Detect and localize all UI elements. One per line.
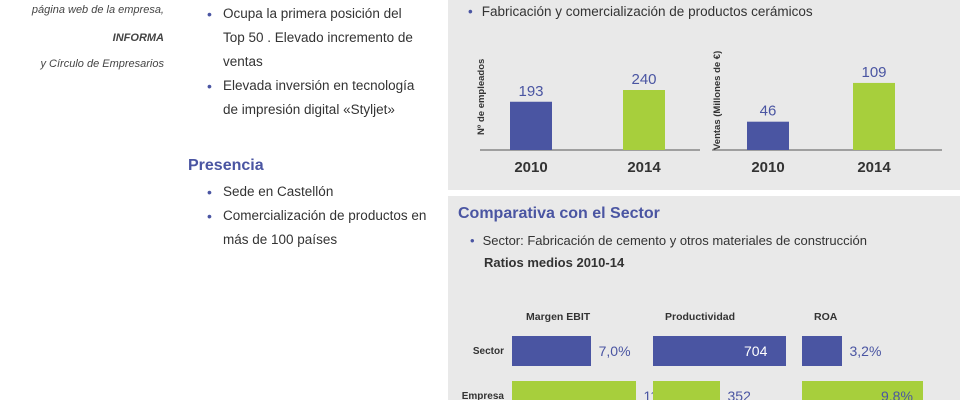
data-label: 46: [760, 103, 777, 120]
ratios-title: Ratios medios 2010-14: [484, 255, 625, 270]
row-label-sector: Sector: [472, 346, 504, 357]
ratio-chart-title: Productividad: [665, 311, 736, 323]
ratio-bar: [512, 381, 636, 400]
presencia-line: más de 100 países: [223, 232, 338, 247]
achievement-line: de impresión digital «Styljet»: [223, 102, 395, 117]
presencia-heading: Presencia: [188, 157, 264, 174]
ratio-chart-title: ROA: [814, 311, 838, 323]
tick-label: 2010: [514, 159, 547, 176]
source-line-1: página web de la empresa,: [31, 4, 164, 16]
data-label: 193: [518, 83, 543, 100]
source-line-2: INFORMA: [112, 32, 164, 44]
data-label: 109: [861, 64, 886, 81]
ratio-bar: [802, 381, 923, 400]
achievement-line: Top 50 . Elevado incremento de: [223, 30, 413, 45]
ratio-bar: [653, 381, 720, 400]
comparativa-panel: [448, 196, 960, 400]
source-line-3: y Círculo de Empresarios: [40, 58, 165, 70]
tick-label: 2010: [751, 159, 784, 176]
ratio-bar: [653, 336, 786, 366]
achievement-line: Ocupa la primera posición del: [223, 6, 402, 21]
tick-label: 2014: [627, 159, 661, 176]
presencia-line: Sede en Castellón: [223, 184, 334, 199]
tick-label: 2014: [857, 159, 891, 176]
bar: [510, 101, 552, 150]
activity-text: Fabricación y comercialización de produc…: [468, 4, 813, 19]
bar: [853, 82, 895, 150]
presencia-item: Sede en Castellón: [206, 180, 426, 204]
achievement-line: ventas: [223, 54, 263, 69]
bar: [623, 90, 665, 150]
ratio-value-label: 704: [744, 343, 768, 359]
bar: [747, 121, 789, 150]
ratio-bar: [802, 336, 842, 366]
achievements-list: Ocupa la primera posición del Top 50 . E…: [206, 2, 414, 122]
ratio-value-label: 9,8%: [881, 388, 913, 400]
axis-title: Nº de empleados: [476, 59, 487, 135]
comparativa-heading: Comparativa con el Sector: [458, 205, 660, 222]
sector-text: Sector: Fabricación de cemento y otros m…: [470, 233, 867, 248]
ratio-value-label: 3,2%: [849, 343, 882, 359]
ratio-chart-title: Margen EBIT: [526, 311, 591, 323]
presencia-line: Comercialización de productos en: [223, 208, 427, 223]
achievement-line: Elevada inversión en tecnología: [223, 78, 415, 93]
presencia-list: Sede en Castellón Comercialización de pr…: [206, 180, 426, 252]
employees-chart: Nº de empleados 193 2010 240 2014: [476, 59, 700, 176]
presencia-item: Comercialización de productos en más de …: [206, 204, 426, 252]
row-label-empresa: Empresa: [461, 391, 504, 400]
ratio-value-label: 352: [727, 388, 751, 400]
data-label: 240: [631, 71, 656, 88]
achievement-item: Ocupa la primera posición del Top 50 . E…: [206, 2, 414, 74]
axis-title: Ventas (Millones de €): [712, 51, 723, 150]
achievement-item: Elevada inversión en tecnología de impre…: [206, 74, 414, 122]
sales-chart: Ventas (Millones de €) 46 2010 109 2014: [712, 51, 942, 176]
ratio-bar: [512, 336, 591, 366]
ratio-value-label: 7,0%: [598, 343, 631, 359]
